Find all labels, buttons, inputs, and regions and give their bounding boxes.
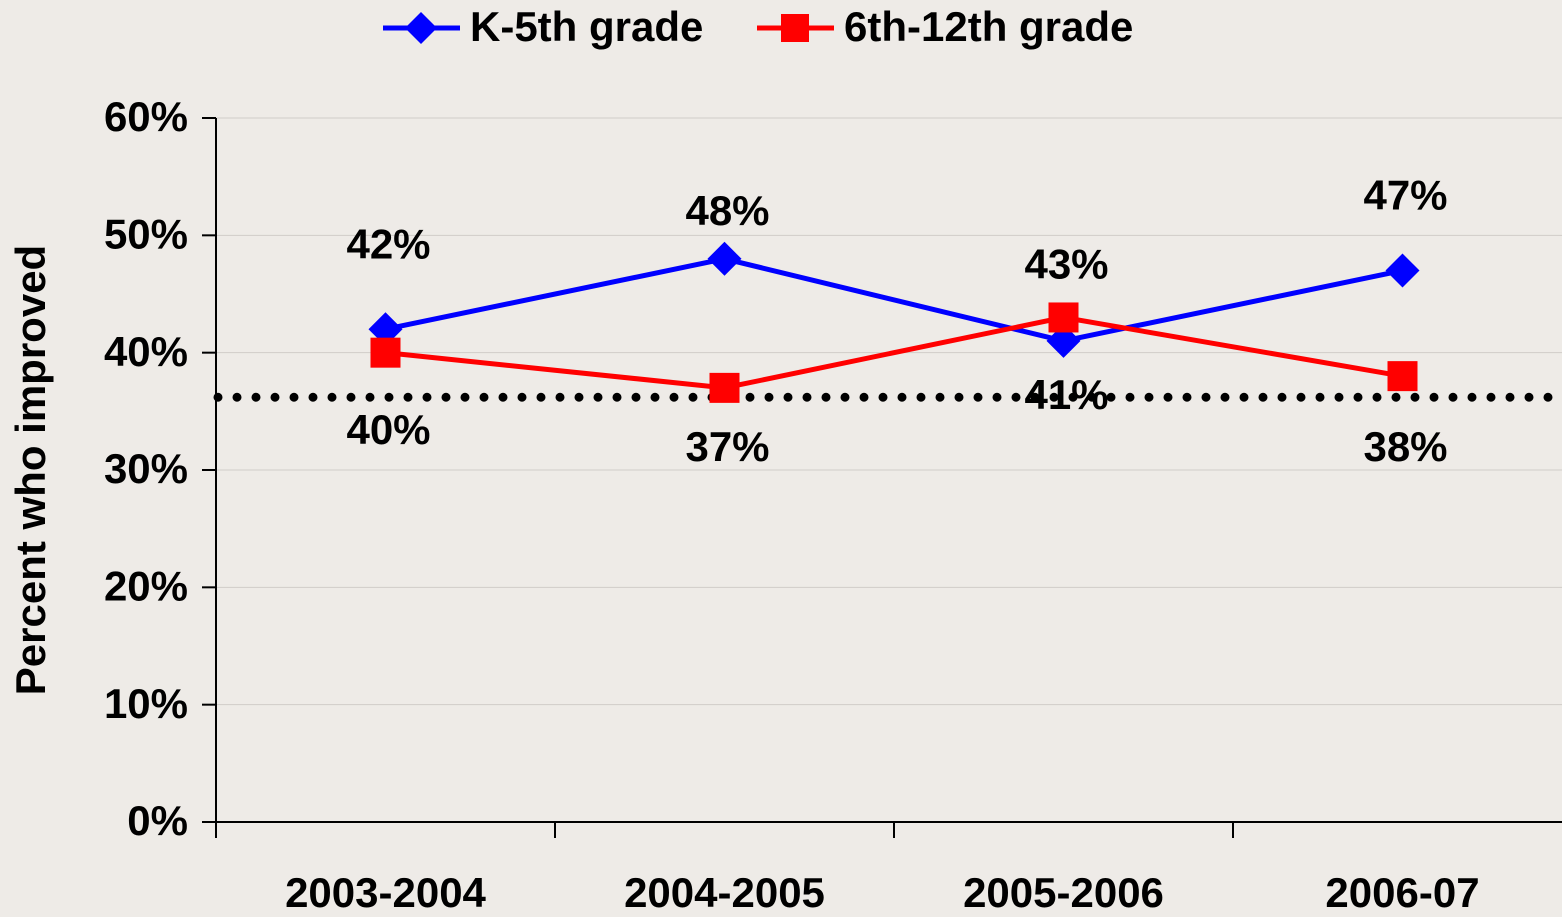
x-tick-label: 2004-2005 — [624, 869, 825, 916]
marker — [1048, 302, 1079, 333]
marker — [370, 337, 401, 368]
x-tick-label: 2005-2006 — [963, 869, 1164, 916]
y-label-group: Percent who improved — [7, 245, 54, 695]
data-label: 43% — [1024, 241, 1108, 288]
marker — [1387, 361, 1418, 392]
marker — [1385, 253, 1420, 288]
y-tick-label: 30% — [104, 445, 188, 492]
data-label: 38% — [1363, 423, 1447, 470]
data-label: 37% — [685, 423, 769, 470]
series-line — [385, 314, 1403, 391]
y-axis-label: Percent who improved — [7, 245, 54, 695]
legend-label: K-5th grade — [470, 3, 703, 50]
x-tick-label: 2006-07 — [1325, 869, 1479, 916]
legend-label: 6th-12th grade — [844, 3, 1133, 50]
data-label: 48% — [685, 187, 769, 234]
legend-marker — [781, 14, 809, 42]
y-tick-label: 40% — [104, 328, 188, 375]
data-label: 47% — [1363, 172, 1447, 219]
y-tick-label: 10% — [104, 680, 188, 727]
data-label: 41% — [1024, 371, 1108, 418]
x-tick-label: 2003-2004 — [285, 869, 486, 916]
legend-marker — [405, 12, 437, 44]
y-tick-label: 0% — [127, 797, 188, 844]
marker — [707, 241, 742, 276]
y-tick-label: 50% — [104, 210, 188, 257]
y-tick-label: 20% — [104, 562, 188, 609]
marker — [709, 372, 740, 403]
data-label: 40% — [346, 406, 430, 453]
y-tick-label: 60% — [104, 93, 188, 140]
data-label: 42% — [346, 220, 430, 267]
series-line — [384, 256, 1404, 344]
